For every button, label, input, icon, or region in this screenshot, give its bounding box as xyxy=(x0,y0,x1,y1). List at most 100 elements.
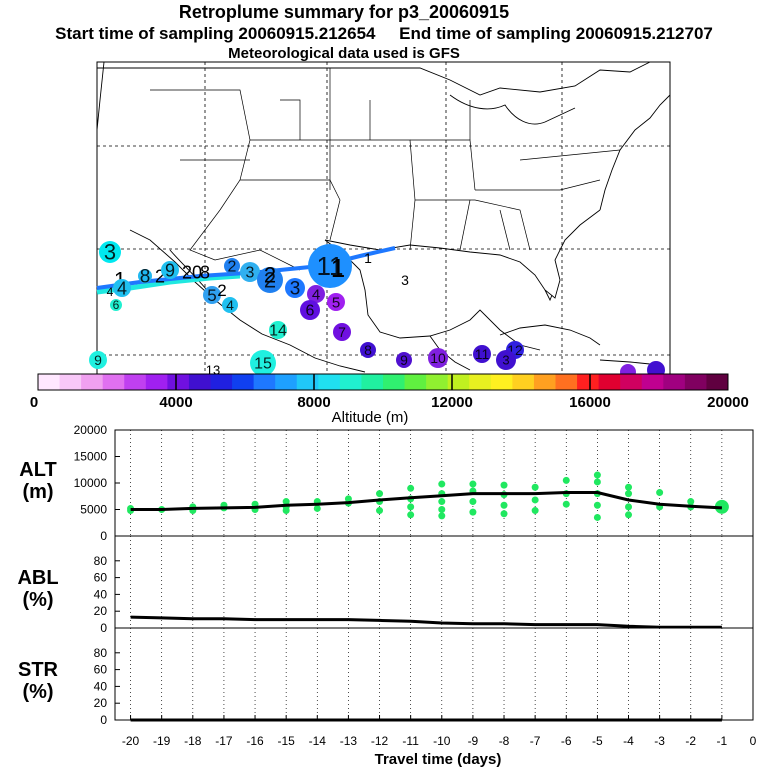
trajectory-marker: 1 xyxy=(364,250,372,266)
trajectory-marker: 4 xyxy=(222,297,238,313)
x-tick-label: 0 xyxy=(750,734,757,748)
data-point xyxy=(469,508,477,516)
colorbar-swatch xyxy=(232,374,255,390)
marker-label: 3 xyxy=(246,265,255,282)
data-point xyxy=(625,490,633,498)
data-point xyxy=(500,510,508,518)
colorbar-swatch xyxy=(663,374,686,390)
data-point xyxy=(407,511,415,519)
data-point xyxy=(313,504,321,512)
marker-dot xyxy=(269,321,287,339)
marker-label: 20 xyxy=(182,262,202,282)
x-tick-label: -17 xyxy=(215,734,233,748)
trajectory-marker: 9 xyxy=(396,352,412,368)
marker-dot xyxy=(203,286,221,304)
trajectory-marker: 2 xyxy=(217,281,226,300)
trajectory-marker: 1 xyxy=(331,253,345,283)
map-state-borders xyxy=(150,68,621,271)
colorbar-swatch xyxy=(81,374,104,390)
map-frame xyxy=(96,61,671,375)
x-tick-label: -1 xyxy=(717,734,728,748)
marker-label: 5 xyxy=(332,294,340,311)
trajectory-marker: 8 xyxy=(200,262,210,282)
x-tick-label: -16 xyxy=(246,734,264,748)
marker-label: 4 xyxy=(117,278,127,298)
y-axis-label: (%) xyxy=(22,681,53,703)
y-tick-label: 60 xyxy=(94,663,108,677)
colorbar-swatch xyxy=(167,374,190,390)
colorbar-swatch xyxy=(404,374,427,390)
colorbar-swatch xyxy=(706,374,729,390)
data-point xyxy=(438,506,446,513)
colorbar-swatch xyxy=(641,374,664,390)
data-point xyxy=(656,489,664,497)
x-tick-label: -9 xyxy=(468,734,479,748)
marker-dot xyxy=(285,278,305,298)
marker-dot xyxy=(222,297,238,313)
marker-dot xyxy=(250,350,276,376)
trajectory-marker: 3 xyxy=(240,262,260,282)
data-point xyxy=(376,507,384,515)
y-axis-label: STR xyxy=(18,659,59,681)
trajectory-marker: 6 xyxy=(110,298,122,312)
trajectory-marker: 6 xyxy=(300,300,320,320)
marker-label: 10 xyxy=(430,350,446,366)
y-tick-label: 40 xyxy=(94,587,108,601)
x-tick-label: -15 xyxy=(277,734,295,748)
y-tick-label: 80 xyxy=(94,554,108,568)
colorbar-swatch xyxy=(275,374,298,390)
marker-label: 8 xyxy=(200,262,210,282)
trajectory-marker: 3 xyxy=(401,272,409,288)
x-tick-label: -13 xyxy=(340,734,358,748)
series-line xyxy=(130,491,722,511)
x-tick-label: -4 xyxy=(623,734,634,748)
data-point xyxy=(687,498,695,506)
trajectory-marker: 5 xyxy=(327,293,345,311)
start-label: Start time of sampling xyxy=(55,24,234,43)
data-point xyxy=(531,483,539,491)
marker-dot xyxy=(110,299,122,311)
y-tick-label: 20000 xyxy=(74,423,108,437)
colorbar-swatch xyxy=(555,374,578,390)
y-axis-label: ALT xyxy=(19,459,56,481)
met-data-label: Meteorological data used is GFS xyxy=(228,45,460,62)
marker-label: 4 xyxy=(107,285,114,299)
x-tick-label: -2 xyxy=(685,734,696,748)
marker-label: 4 xyxy=(226,297,234,313)
marker-label: 3 xyxy=(502,353,509,368)
marker-dot xyxy=(300,300,320,320)
colorbar-swatch xyxy=(469,374,492,390)
marker-label: 6 xyxy=(306,303,315,320)
x-tick-label: -10 xyxy=(433,734,451,748)
x-axis: -20 -19 -18 -17 -16 -15 -14 -13 -12 -11 -10 -9 -8 -7-… xyxy=(122,715,757,768)
data-point xyxy=(376,490,384,498)
series-line xyxy=(130,615,722,629)
trajectory-marker: 2 xyxy=(224,258,240,276)
marker-dot xyxy=(308,244,352,288)
colorbar-swatch xyxy=(620,374,643,390)
colorbar-swatch xyxy=(38,374,61,390)
y-tick-label: 10000 xyxy=(74,476,108,490)
y-tick-label: 80 xyxy=(94,646,108,660)
marker-dot xyxy=(224,258,240,274)
colorbar-swatch xyxy=(533,374,556,390)
chart-title: Retroplume summary for p3_20060915 xyxy=(178,2,510,22)
marker-dot xyxy=(307,285,325,303)
end-label: End time of sampling xyxy=(399,24,572,43)
marker-dot xyxy=(257,267,283,293)
trajectory-marker: 4 xyxy=(307,285,325,303)
trajectory-marker: 15 xyxy=(250,350,276,376)
colorbar-swatch xyxy=(339,374,362,390)
data-point xyxy=(625,503,633,511)
colorbar-swatch xyxy=(59,374,82,390)
y-tick-label: 0 xyxy=(100,621,107,635)
colorbar-tick-label: 20000 xyxy=(707,394,749,411)
data-point xyxy=(469,498,477,506)
y-tick-label: 60 xyxy=(94,571,108,585)
marker-label: 11 xyxy=(317,251,344,281)
colorbar-swatch xyxy=(296,374,319,390)
panel-alt: 0 5000 10000 15000 20000 ALT(m) xyxy=(19,423,754,543)
marker-label: 15 xyxy=(254,356,272,373)
trajectory-marker: 9 xyxy=(161,260,179,280)
